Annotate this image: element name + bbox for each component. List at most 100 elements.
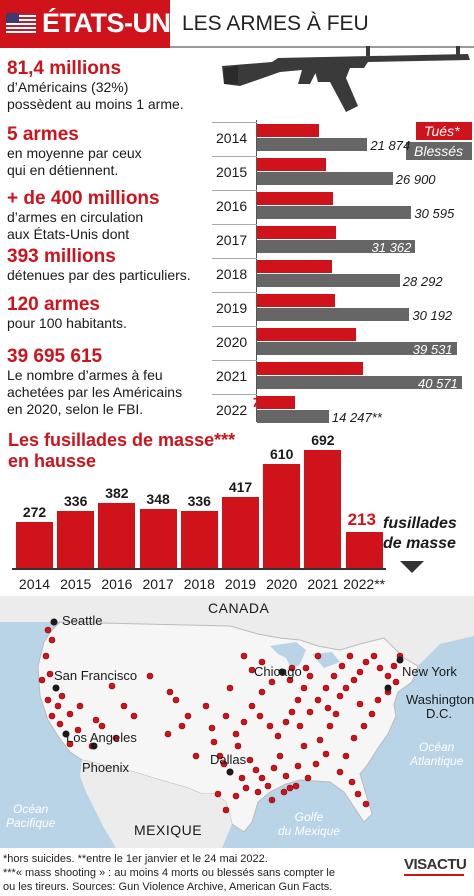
mexico-shape (80, 760, 232, 848)
mass-shootings-annotation-line2: de masse (383, 535, 456, 552)
mass-shooting-bar (16, 521, 53, 568)
map-label-atlantic: Océan Atlantique (410, 740, 463, 768)
incident-dot (368, 710, 376, 718)
injured-bar (257, 206, 412, 219)
injured-bar (257, 240, 416, 253)
us-map: CANADA MEXIQUE Seattle San Francisco Los… (0, 596, 474, 848)
incident-dot (46, 670, 54, 678)
injured-bar (257, 308, 410, 321)
incident-dot (266, 722, 274, 730)
casualties-gridline (212, 156, 257, 157)
stat-description-line: achetées par les Américains (7, 384, 183, 400)
mass-shootings-title: Les fusillades de masse*** en hausse (8, 430, 235, 472)
incident-dot (314, 696, 322, 704)
map-label-gulf: Golfe du Mexique (278, 810, 340, 838)
casualties-year-label: 2018 (216, 266, 248, 282)
down-arrow-icon (400, 561, 424, 573)
killed-value-label: 19 515 (311, 327, 352, 342)
incident-dot (374, 696, 382, 704)
incident-dot (390, 662, 398, 670)
mass-shooting-value: 336 (187, 492, 211, 509)
injured-value-label: 40 571 (418, 376, 458, 391)
incident-dot (74, 726, 82, 734)
stat-block: 120 armes pour 100 habitants. (7, 294, 205, 332)
brand-underline (404, 874, 464, 876)
injured-value-label: 39 531 (412, 342, 453, 357)
injured-value-label: 26 900 (395, 172, 436, 187)
stat-description-line: Le nombre d’armes à feu (7, 367, 163, 383)
killed-bar (257, 260, 333, 273)
mass-shooting-year: 2017 (142, 576, 174, 592)
incident-dot (232, 730, 240, 738)
stat-value: 120 armes (7, 294, 100, 315)
killed-bar (257, 362, 363, 375)
incident-dot (208, 724, 216, 732)
casualties-year-label: 2017 (216, 232, 248, 248)
incident-dot (288, 708, 296, 716)
incident-dot (280, 788, 288, 796)
incident-dot (248, 702, 256, 710)
casualties-year-label: 2016 (216, 198, 248, 214)
incident-dot (300, 684, 308, 692)
map-label-mexico: MEXIQUE (134, 822, 203, 838)
incident-dot (330, 672, 338, 680)
stat-description-line: aux États-Unis dont (7, 226, 130, 242)
incident-dot (254, 788, 262, 796)
incident-dot (240, 652, 248, 660)
city-marker (90, 742, 98, 750)
mass-shooting-value: 417 (228, 478, 253, 495)
incident-dot (338, 662, 346, 670)
us-map-svg (0, 596, 474, 848)
header-rule (170, 46, 474, 48)
mass-shooting-bar (345, 531, 383, 568)
map-label-gulf-line2: du Mexique (278, 824, 341, 838)
city-marker (62, 730, 70, 738)
killed-bar (257, 294, 336, 307)
incident-dot (120, 702, 128, 710)
injured-value-label: 31 362 (371, 240, 412, 255)
incident-dot (274, 732, 282, 740)
casualties-gridline (212, 360, 257, 361)
injured-bar (257, 342, 457, 355)
city-marker (226, 768, 234, 776)
mass-shootings-baseline (12, 568, 386, 570)
incident-dot (294, 696, 302, 704)
incident-dot (252, 766, 260, 774)
incident-dot (202, 702, 210, 710)
incident-dot (258, 658, 266, 666)
mass-shooting-value: 272 (22, 503, 47, 520)
casualties-gridline (212, 326, 257, 327)
killed-value-label: 7626** (252, 395, 292, 410)
stat-description-line: qui en détiennent. (7, 162, 119, 178)
casualties-year-label: 2020 (216, 334, 248, 350)
injured-bar (257, 138, 368, 151)
incident-dot (268, 678, 276, 686)
incident-dot (288, 664, 296, 672)
map-label-atlantic-line2: Atlantique (410, 754, 464, 768)
casualties-gridline (212, 292, 257, 293)
killed-bar (257, 226, 337, 239)
mass-shooting-year: 2019 (224, 576, 257, 592)
incident-dot (282, 718, 290, 726)
incident-dot (306, 708, 314, 716)
injured-bar (257, 172, 393, 185)
casualties-year-label: 2014 (216, 130, 248, 146)
casualties-year-label: 2022 (216, 402, 248, 418)
incident-dot (302, 664, 310, 672)
incident-dot (326, 722, 334, 730)
incident-dot (336, 692, 344, 700)
incident-dot (356, 700, 364, 708)
injured-bar (257, 376, 462, 389)
stat-block: 81,4 millions d’Américains (32%) possèdent… (7, 58, 205, 113)
injured-value-label: 30 192 (412, 308, 453, 323)
incident-dot (214, 790, 222, 798)
killed-bar (257, 396, 296, 409)
map-label-atlantic-line1: Océan (419, 740, 455, 754)
map-label-new-york: New York (402, 664, 457, 679)
incident-dot (384, 672, 392, 680)
map-label-san-francisco: San Francisco (54, 668, 138, 683)
casualties-gridline (212, 190, 257, 191)
killed-value-label: 15733 (296, 225, 333, 240)
casualties-year-label: 2019 (216, 300, 248, 316)
casualties-gridline (212, 258, 257, 259)
